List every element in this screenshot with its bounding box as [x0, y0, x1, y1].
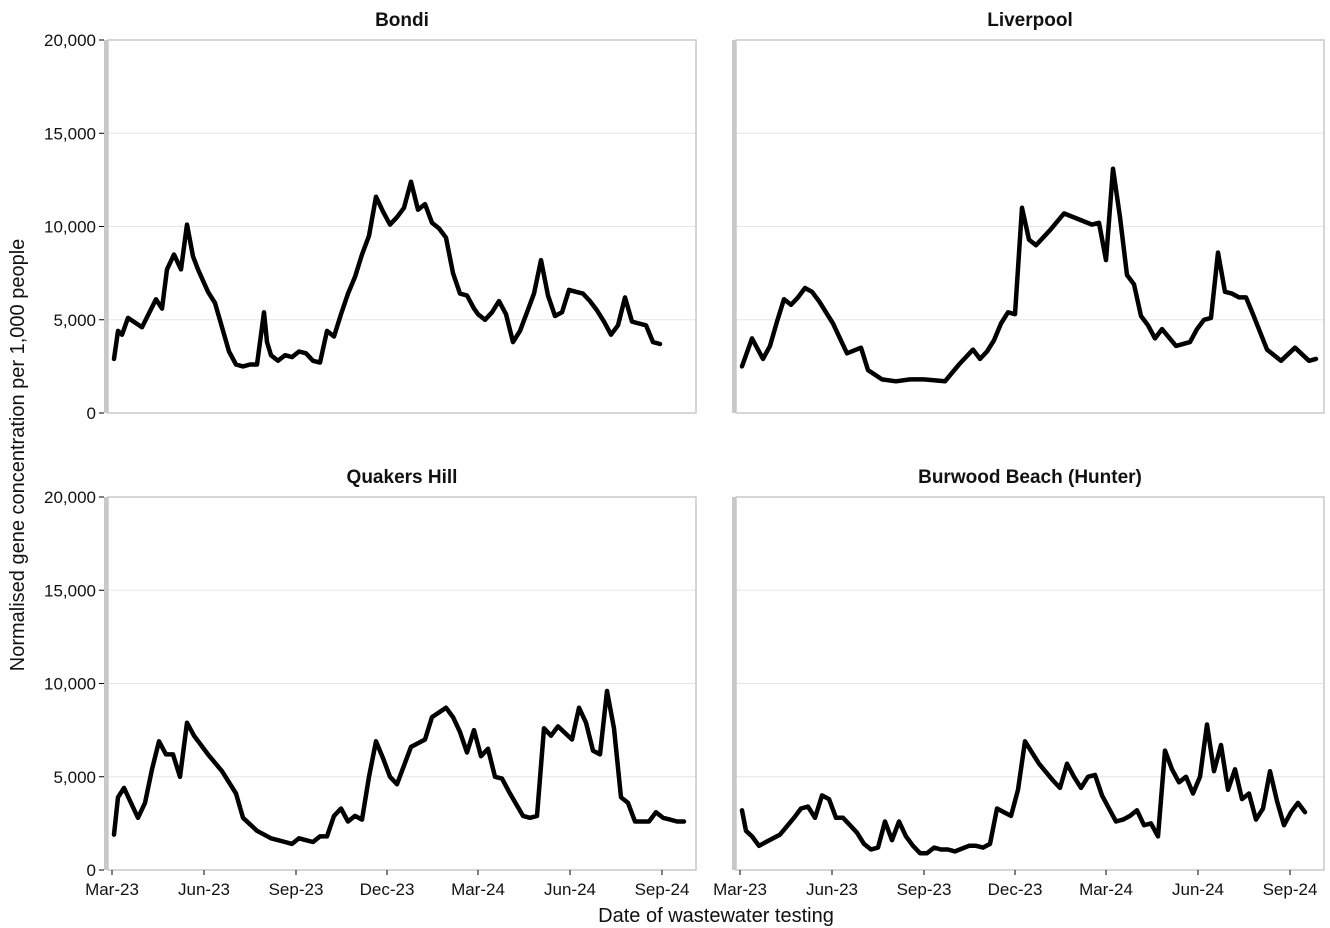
- x-tick-label: Jun-23: [806, 880, 858, 899]
- y-tick-label: 10,000: [44, 675, 96, 694]
- panel-title: Burwood Beach (Hunter): [918, 467, 1142, 488]
- y-tick-label: 15,000: [44, 581, 96, 600]
- y-axis-line: [732, 40, 736, 413]
- y-axis-line: [104, 40, 108, 413]
- y-tick-label: 15,000: [44, 124, 96, 143]
- panel-1: Liverpool: [732, 10, 1325, 414]
- x-tick-label: Mar-24: [451, 880, 505, 899]
- y-axis-line: [732, 497, 736, 870]
- x-tick-label: Sep-23: [269, 880, 324, 899]
- x-tick-label: Jun-23: [178, 880, 230, 899]
- y-axis-title: Normalised gene concentration per 1,000 …: [7, 239, 29, 672]
- y-axis-line: [104, 497, 108, 870]
- x-tick-label: Jun-24: [1172, 880, 1224, 899]
- series-line: [739, 722, 1308, 856]
- chart-panels: Bondi 0 5,000 10,000 15,000 20,000 Liverpool Qu…: [44, 10, 1325, 899]
- x-tick-label: Sep-24: [635, 880, 690, 899]
- series-line: [739, 166, 1319, 384]
- y-tick-label: 0: [87, 861, 96, 880]
- panel-title: Liverpool: [987, 10, 1073, 31]
- y-tick-label: 20,000: [44, 488, 96, 507]
- x-tick-label: Mar-24: [1079, 880, 1133, 899]
- x-tick-label: Sep-24: [1263, 880, 1318, 899]
- x-tick-label: Sep-23: [897, 880, 952, 899]
- x-tick-label: Mar-23: [713, 880, 767, 899]
- panel-title: Quakers Hill: [347, 467, 458, 488]
- panel-0: Bondi 0 5,000 10,000 15,000 20,000: [44, 10, 697, 423]
- x-tick-label: Dec-23: [988, 880, 1043, 899]
- y-tick-label: 20,000: [44, 31, 96, 50]
- x-axis-title: Date of wastewater testing: [598, 905, 834, 927]
- y-tick-label: 5,000: [53, 311, 96, 330]
- panel-2: Quakers Hill 0 5,000 10,000 15,000 20,000 Mar-…: [44, 467, 697, 899]
- y-tick-label: 5,000: [53, 768, 96, 787]
- x-tick-label: Jun-24: [544, 880, 596, 899]
- panel-3: Burwood Beach (Hunter) Mar-23 Jun-23 Sep-23…: [713, 467, 1325, 899]
- series-line: [111, 688, 687, 847]
- series-line: [111, 179, 663, 369]
- y-tick-label: 0: [87, 404, 96, 423]
- panel-title: Bondi: [375, 10, 429, 31]
- x-tick-label: Dec-23: [360, 880, 415, 899]
- x-tick-label: Mar-23: [85, 880, 139, 899]
- y-tick-label: 10,000: [44, 218, 96, 237]
